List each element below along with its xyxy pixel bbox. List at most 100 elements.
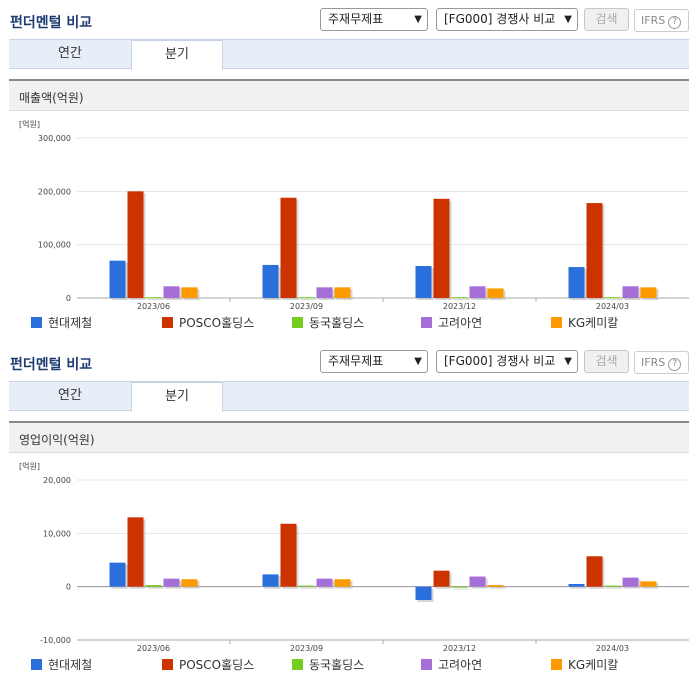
legend-swatch <box>162 659 173 670</box>
bar-posco-holdings[interactable] <box>586 203 603 298</box>
y-tick-label: 0 <box>66 294 71 303</box>
period-tabs: 연간 분기 <box>9 381 689 412</box>
bar-hyundai-steel[interactable] <box>568 584 585 587</box>
chart-container: 매출액(억원) [억원] 300,000 200,000 100,000 0 2023/0… <box>9 79 689 337</box>
legend-item-korea-zinc[interactable]: 고려아연 <box>421 314 482 331</box>
bar-dongkuk-holdings[interactable] <box>604 585 621 587</box>
y-tick-label: 200,000 <box>38 187 71 196</box>
peer-group-select[interactable]: [FG000] 경쟁사 비교 ▼ <box>436 350 578 373</box>
search-button[interactable]: 검색 <box>584 350 629 373</box>
bar-shadow <box>147 299 164 301</box>
bar-korea-zinc[interactable] <box>163 578 180 587</box>
period-tabs: 연간 분기 <box>9 39 689 70</box>
ifrs-help-button[interactable]: IFRS? <box>634 351 689 374</box>
legend-item-posco-holdings[interactable]: POSCO홀딩스 <box>162 314 254 331</box>
peer-group-select[interactable]: [FG000] 경쟁사 비교 ▼ <box>436 8 578 31</box>
bar-dongkuk-holdings[interactable] <box>451 297 468 299</box>
bar-dongkuk-holdings[interactable] <box>298 297 315 299</box>
statement-type-value: 주재무제표 <box>328 354 384 368</box>
bar-dongkuk-holdings[interactable] <box>145 297 162 299</box>
chevron-down-icon: ▼ <box>414 356 422 367</box>
bar-posco-holdings[interactable] <box>433 198 450 298</box>
bar-hyundai-steel[interactable] <box>415 266 432 298</box>
bar-korea-zinc[interactable] <box>163 286 180 298</box>
bar-kg-chemical[interactable] <box>334 579 351 587</box>
bar-shadow <box>606 299 623 301</box>
bar-kg-chemical[interactable] <box>487 288 504 298</box>
bar-posco-holdings[interactable] <box>127 191 144 298</box>
bar-hyundai-steel[interactable] <box>109 562 126 587</box>
bar-korea-zinc[interactable] <box>622 577 639 587</box>
bar-hyundai-steel[interactable] <box>415 586 432 600</box>
bar-kg-chemical[interactable] <box>487 585 504 587</box>
fundamental-panel-1: 펀더멘털 비교 주재무제표 ▼ [FG000] 경쟁사 비교 ▼ 검색 IFRS… <box>9 8 689 337</box>
y-tick-label: 100,000 <box>38 241 71 250</box>
legend-swatch <box>162 317 173 328</box>
bar-posco-holdings[interactable] <box>280 523 297 587</box>
legend-item-hyundai-steel[interactable]: 현대제철 <box>31 314 92 331</box>
bar-korea-zinc[interactable] <box>469 286 486 298</box>
legend-item-dongkuk-holdings[interactable]: 동국홀딩스 <box>292 656 364 673</box>
tab-quarterly[interactable]: 분기 <box>131 40 223 70</box>
bar-korea-zinc[interactable] <box>622 286 639 298</box>
chevron-down-icon: ▼ <box>414 14 422 25</box>
bar-shadow <box>453 299 470 301</box>
bar-kg-chemical[interactable] <box>181 287 198 298</box>
legend-swatch <box>292 659 303 670</box>
bar-dongkuk-holdings[interactable] <box>604 297 621 299</box>
bar-chart: [억원]20,000 10,000 0 -10,000 2023/06 2023/09 20… <box>19 461 689 653</box>
bar-posco-holdings[interactable] <box>586 556 603 587</box>
bar-hyundai-steel[interactable] <box>109 260 126 298</box>
bar-korea-zinc[interactable] <box>316 287 333 298</box>
bar-dongkuk-holdings[interactable] <box>145 585 162 587</box>
legend-item-kg-chemical[interactable]: KG케미칼 <box>551 314 618 331</box>
legend-label: 동국홀딩스 <box>309 658 365 672</box>
bar-kg-chemical[interactable] <box>181 579 198 587</box>
bar-dongkuk-holdings[interactable] <box>298 585 315 587</box>
chart-title: 매출액(억원) <box>19 91 84 105</box>
x-tick-label: 2024/03 <box>596 644 629 653</box>
chart-header: 매출액(억원) <box>9 81 689 111</box>
legend-item-kg-chemical[interactable]: KG케미칼 <box>551 656 618 673</box>
y-tick-label: 10,000 <box>43 529 71 538</box>
bar-posco-holdings[interactable] <box>280 197 297 298</box>
bar-hyundai-steel[interactable] <box>262 574 279 587</box>
legend-swatch <box>421 659 432 670</box>
bar-posco-holdings[interactable] <box>433 570 450 587</box>
bar-hyundai-steel[interactable] <box>568 267 585 298</box>
chevron-down-icon: ▼ <box>564 356 572 367</box>
bar-korea-zinc[interactable] <box>469 576 486 587</box>
legend-item-korea-zinc[interactable]: 고려아연 <box>421 656 482 673</box>
search-button[interactable]: 검색 <box>584 8 629 31</box>
ifrs-label: IFRS <box>641 14 666 27</box>
bar-hyundai-steel[interactable] <box>262 264 279 298</box>
legend-item-posco-holdings[interactable]: POSCO홀딩스 <box>162 656 254 673</box>
chart-legend: 현대제철 POSCO홀딩스 동국홀딩스 고려아연 KG케미칼 <box>9 314 689 330</box>
tab-quarterly[interactable]: 분기 <box>131 382 223 412</box>
tab-annual[interactable]: 연간 <box>58 388 82 403</box>
bar-kg-chemical[interactable] <box>640 287 657 298</box>
tab-annual[interactable]: 연간 <box>58 46 82 61</box>
legend-label: POSCO홀딩스 <box>179 316 255 330</box>
y-unit-label: [억원] <box>19 461 40 471</box>
y-tick-label: 0 <box>66 583 71 592</box>
y-tick-label: 20,000 <box>43 476 71 485</box>
bar-korea-zinc[interactable] <box>316 578 333 587</box>
bar-kg-chemical[interactable] <box>640 581 657 587</box>
bar-kg-chemical[interactable] <box>334 287 351 298</box>
y-unit-label: [억원] <box>19 119 40 129</box>
bar-shadow <box>606 587 623 589</box>
panel-title: 펀더멘털 비교 <box>10 357 93 373</box>
bar-dongkuk-holdings[interactable] <box>451 586 468 588</box>
x-tick-label: 2023/12 <box>443 644 476 653</box>
bar-posco-holdings[interactable] <box>127 517 144 587</box>
legend-label: 고려아연 <box>438 658 483 672</box>
y-tick-label: 300,000 <box>38 134 71 143</box>
ifrs-help-button[interactable]: IFRS? <box>634 9 689 32</box>
statement-type-select[interactable]: 주재무제표 ▼ <box>320 8 428 31</box>
legend-item-hyundai-steel[interactable]: 현대제철 <box>31 656 92 673</box>
legend-item-dongkuk-holdings[interactable]: 동국홀딩스 <box>292 314 364 331</box>
statement-type-select[interactable]: 주재무제표 ▼ <box>320 350 428 373</box>
bar-shadow <box>300 587 317 589</box>
legend-label: 동국홀딩스 <box>309 316 365 330</box>
